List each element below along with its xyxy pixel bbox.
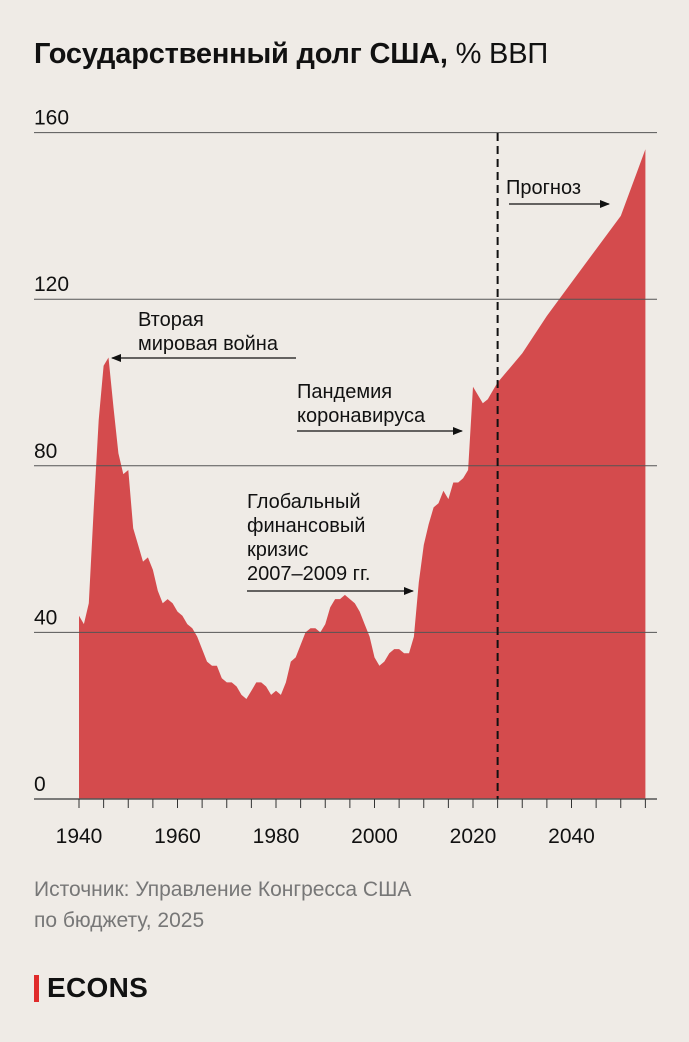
annotation-ww2-line-1: Вторая: [138, 309, 204, 331]
debt-chart: 0 40 80 120 160 1940 1960 1980 2000 2020 2040 Вто…: [34, 107, 657, 848]
source-line-2: по бюджету, 2025: [34, 909, 205, 932]
annotation-crisis-line-2: финансовый: [247, 515, 365, 537]
title-main: Государственный долг США,: [34, 38, 448, 70]
chart-title: Государственный долг США, % ВВП: [34, 36, 548, 72]
debt-area: [79, 149, 646, 800]
x-tick-label-2040: 2040: [548, 825, 595, 848]
source-note: Источник: Управление Конгресса США по бю…: [34, 874, 411, 936]
x-tick-label-2020: 2020: [450, 825, 497, 848]
y-tick-label-120: 120: [34, 273, 69, 296]
y-tick-label-160: 160: [34, 107, 69, 130]
logo-text: ECONS: [47, 972, 149, 1003]
annotation-crisis-line-1: Глобальный: [247, 491, 361, 513]
y-tick-label-0: 0: [34, 773, 46, 796]
source-line-1: Источник: Управление Конгресса США: [34, 878, 412, 901]
x-tick-label-2000: 2000: [351, 825, 398, 848]
y-tick-label-80: 80: [34, 440, 57, 463]
annotation-covid-line-2: коронавируса: [297, 405, 426, 427]
annotation-forecast-line-1: Прогноз: [506, 177, 581, 199]
annotation-ww2-line-2: мировая война: [138, 333, 279, 355]
annotation-covid-line-1: Пандемия: [297, 381, 392, 403]
annotation-crisis-line-3: кризис: [247, 539, 308, 561]
x-tick-label-1960: 1960: [154, 825, 201, 848]
y-tick-label-40: 40: [34, 606, 57, 629]
title-unit: % ВВП: [455, 38, 549, 70]
annotation-crisis-line-4: 2007–2009 гг.: [247, 563, 370, 585]
annotation-forecast: Прогноз: [506, 177, 610, 208]
logo-accent-bar: [34, 974, 39, 1002]
x-tick-label-1980: 1980: [253, 825, 300, 848]
x-tick-label-1940: 1940: [56, 825, 103, 848]
econs-logo: ECONS: [34, 972, 148, 1004]
